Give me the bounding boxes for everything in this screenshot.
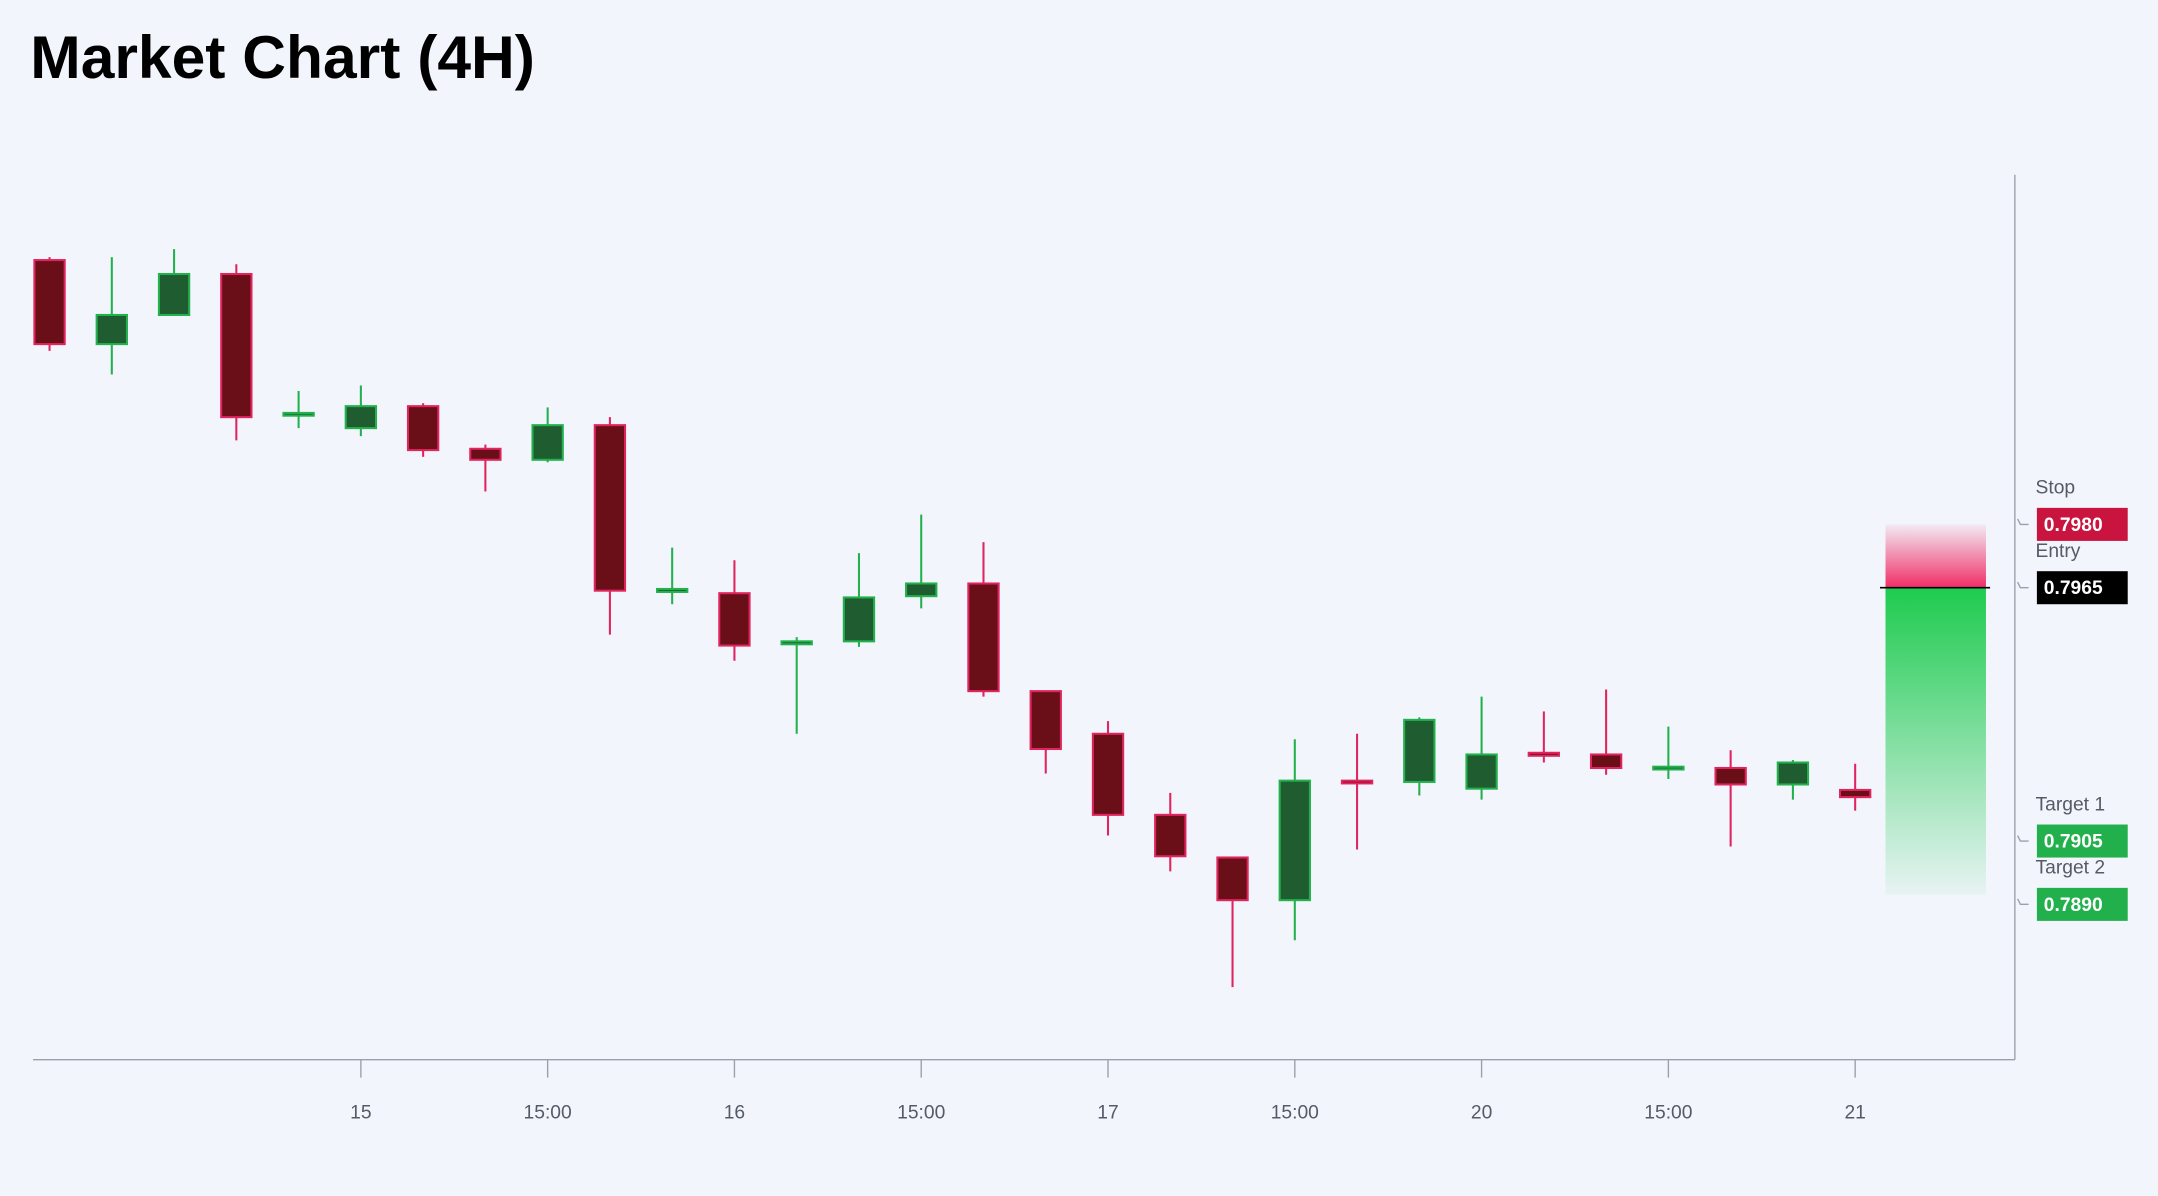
x-tick-label: 15:00: [524, 1103, 572, 1124]
x-tick-label: 15:00: [1271, 1103, 1319, 1124]
level-name: Target 2: [2036, 858, 2106, 879]
level-marker: [2017, 518, 2029, 526]
candle-body: [1652, 765, 1685, 771]
level-value: 0.7890: [2044, 895, 2103, 916]
risk-zone: [1885, 524, 1986, 588]
x-tick-label: 21: [1844, 1103, 1865, 1124]
candle-body: [593, 424, 627, 592]
chart-title: Market Chart (4H): [30, 23, 535, 91]
level-value: 0.7980: [2044, 515, 2103, 536]
level-marker: [2017, 898, 2029, 906]
candle-body: [1278, 779, 1311, 902]
level-name: Entry: [2036, 541, 2081, 562]
level-badge: [2036, 824, 2128, 858]
candle-body: [344, 405, 378, 430]
candle-body: [282, 411, 315, 417]
candle-body: [469, 447, 502, 461]
level-badge: [2036, 571, 2128, 605]
level-value: 0.7905: [2044, 832, 2103, 853]
candle-body: [1465, 753, 1498, 790]
candle-body: [905, 582, 938, 598]
candle-body: [1029, 690, 1062, 751]
x-tick-label: 15: [350, 1103, 371, 1124]
candle-body: [1340, 779, 1374, 785]
candle-body: [95, 313, 128, 346]
x-tick-label: 16: [724, 1103, 745, 1124]
level-name: Stop: [2036, 478, 2076, 499]
candle-body: [1838, 788, 1872, 799]
level-badge: [2036, 887, 2128, 921]
candle-body: [780, 640, 813, 646]
candle-body: [842, 596, 876, 643]
candle-body: [1714, 766, 1747, 786]
candle-body: [220, 272, 253, 419]
level-badge: [2036, 507, 2128, 541]
candle-body: [1403, 718, 1436, 783]
candle-body: [1776, 761, 1810, 786]
x-tick-label: 15:00: [897, 1103, 945, 1124]
candle-body: [1589, 753, 1623, 770]
level-marker: [2017, 835, 2029, 842]
candle-body: [1527, 751, 1561, 757]
candle-body: [33, 259, 66, 346]
candle-body: [1154, 813, 1187, 858]
reward-zone: [1885, 587, 1986, 895]
x-tick-label: 15:00: [1644, 1103, 1692, 1124]
level-marker: [2017, 581, 2029, 589]
candle-body: [1216, 856, 1249, 902]
candle-body: [1091, 732, 1125, 816]
candle-body: [718, 592, 751, 647]
x-tick-label: 20: [1471, 1103, 1492, 1124]
candle-body: [656, 587, 689, 593]
candle-body: [157, 272, 191, 317]
level-value: 0.7965: [2044, 578, 2103, 599]
candle-body: [531, 424, 564, 461]
candle-body: [406, 405, 440, 452]
level-name: Target 1: [2036, 794, 2106, 815]
x-tick-label: 17: [1097, 1103, 1118, 1124]
candle-body: [967, 582, 1000, 693]
